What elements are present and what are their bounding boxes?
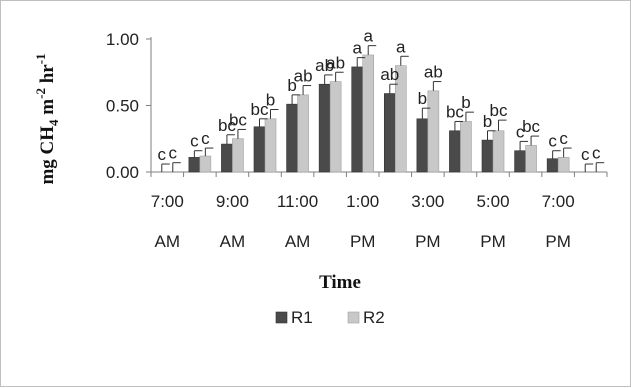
significance-letter-r2: ab	[326, 53, 345, 72]
bar-r1	[318, 83, 331, 173]
x-tick-label-ampm: AM	[220, 232, 246, 251]
significance-letter-r1: b	[418, 89, 427, 108]
significance-letter-r2: c	[169, 144, 178, 163]
significance-letter-r2: bc	[490, 101, 508, 120]
significance-letter-r1: b	[287, 76, 296, 95]
significance-letter-r2: bc	[522, 117, 540, 136]
y-tick-label: 0.00	[106, 163, 139, 182]
y-axis-title-exp-hr: -1	[33, 53, 48, 64]
y-axis-title-exp-m: -2	[33, 88, 48, 99]
bar-r2	[264, 118, 277, 173]
x-tick-label-ampm: PM	[350, 232, 376, 251]
bar-r1	[286, 103, 298, 173]
bar-r1	[514, 150, 526, 173]
x-tick-label-ampm: PM	[545, 232, 571, 251]
y-axis-title-sub: 4	[46, 119, 61, 126]
y-axis-title-main: mg CH	[37, 126, 58, 185]
x-tick-label: 11:00	[277, 192, 318, 211]
bar-r2	[460, 121, 472, 173]
significance-letter-r1: c	[548, 132, 557, 151]
bar-r2	[557, 157, 570, 173]
significance-letter-r1: c	[190, 132, 199, 151]
significance-letter-r2: c	[559, 129, 568, 148]
bar-r1	[351, 66, 364, 173]
significance-letter-r1: c	[581, 145, 590, 164]
significance-letter-r2: b	[266, 90, 275, 109]
significance-letter-r1: bc	[218, 116, 236, 135]
bar-r1	[416, 118, 429, 173]
bar-r1	[449, 130, 461, 173]
bar-r1	[546, 158, 559, 173]
legend-swatch-r1	[275, 311, 288, 324]
significance-letter-r2: a	[396, 37, 406, 56]
bar-r2	[329, 81, 342, 173]
y-tick-label: 1.00	[106, 30, 139, 49]
bar-r1	[383, 93, 396, 173]
bar-r1	[253, 126, 266, 173]
bar-r2	[232, 138, 244, 173]
significance-letter-r2: a	[363, 27, 373, 46]
x-tick-label: 7:00	[151, 192, 184, 211]
bar-r2	[525, 145, 537, 173]
significance-letter-r2: c	[592, 144, 601, 163]
y-axis-title: mg CH4 m-2 hr-1	[33, 53, 61, 184]
bar-r1	[188, 157, 201, 173]
x-tick-label-ampm: PM	[480, 232, 506, 251]
significance-letter-r1: c	[516, 122, 525, 141]
bar-r2	[492, 130, 505, 173]
x-axis-title: Time	[319, 272, 361, 293]
significance-letter-r2: b	[461, 93, 470, 112]
significance-letter-r1: ab	[380, 65, 399, 84]
bar-r2	[199, 155, 212, 173]
legend: R1 R2	[275, 308, 385, 327]
bar-r1	[221, 143, 233, 173]
legend-label-r2: R2	[363, 308, 385, 327]
y-axis-title-unit-m: m	[37, 99, 58, 120]
y-axis-title-unit-hr: hr	[37, 64, 58, 88]
significance-letter-r2: c	[201, 129, 210, 148]
bar-r2	[362, 54, 375, 173]
significance-letter-r1: bc	[446, 102, 464, 121]
x-tick-label-ampm: AM	[285, 232, 311, 251]
significance-letter-r1: c	[158, 145, 167, 164]
significance-letter-r2: ab	[424, 63, 443, 82]
significance-letter-r2: bc	[229, 110, 247, 129]
x-tick-label-ampm: AM	[155, 232, 181, 251]
bar-r2	[297, 94, 309, 173]
x-tick-label-ampm: PM	[415, 232, 441, 251]
y-tick-label: 0.50	[106, 97, 139, 116]
svg-text:mg CH4 m-2 hr-1: mg CH4 m-2 hr-1	[33, 53, 61, 184]
significance-letter-r2: ab	[294, 67, 313, 86]
x-tick-label: 3:00	[411, 192, 444, 211]
y-ticks: 0.00 0.50 1.00	[106, 30, 151, 182]
significance-letter-r1: ab	[315, 56, 334, 75]
x-tick-label: 5:00	[476, 192, 509, 211]
significance-letter-r1: b	[483, 112, 492, 131]
x-tick-label: 9:00	[216, 192, 249, 211]
error-bars	[161, 45, 605, 172]
significance-letter-r1: bc	[251, 100, 269, 119]
axes	[150, 37, 607, 173]
bar-r2	[427, 90, 440, 173]
bar-r1	[481, 139, 494, 173]
significance-letter-r1: a	[352, 39, 362, 58]
legend-swatch-r2	[347, 311, 360, 324]
bars	[188, 54, 570, 173]
x-ticks: 7:00 AM 9:00 AM 11:00 AM 1:00 PM 3:00 PM 5:00 PM 7:0…	[150, 172, 608, 251]
x-tick-label: 1:00	[346, 192, 379, 211]
x-tick-label: 7:00	[542, 192, 575, 211]
legend-label-r1: R1	[291, 308, 313, 327]
